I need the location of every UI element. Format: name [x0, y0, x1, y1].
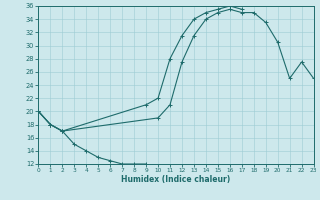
X-axis label: Humidex (Indice chaleur): Humidex (Indice chaleur) — [121, 175, 231, 184]
